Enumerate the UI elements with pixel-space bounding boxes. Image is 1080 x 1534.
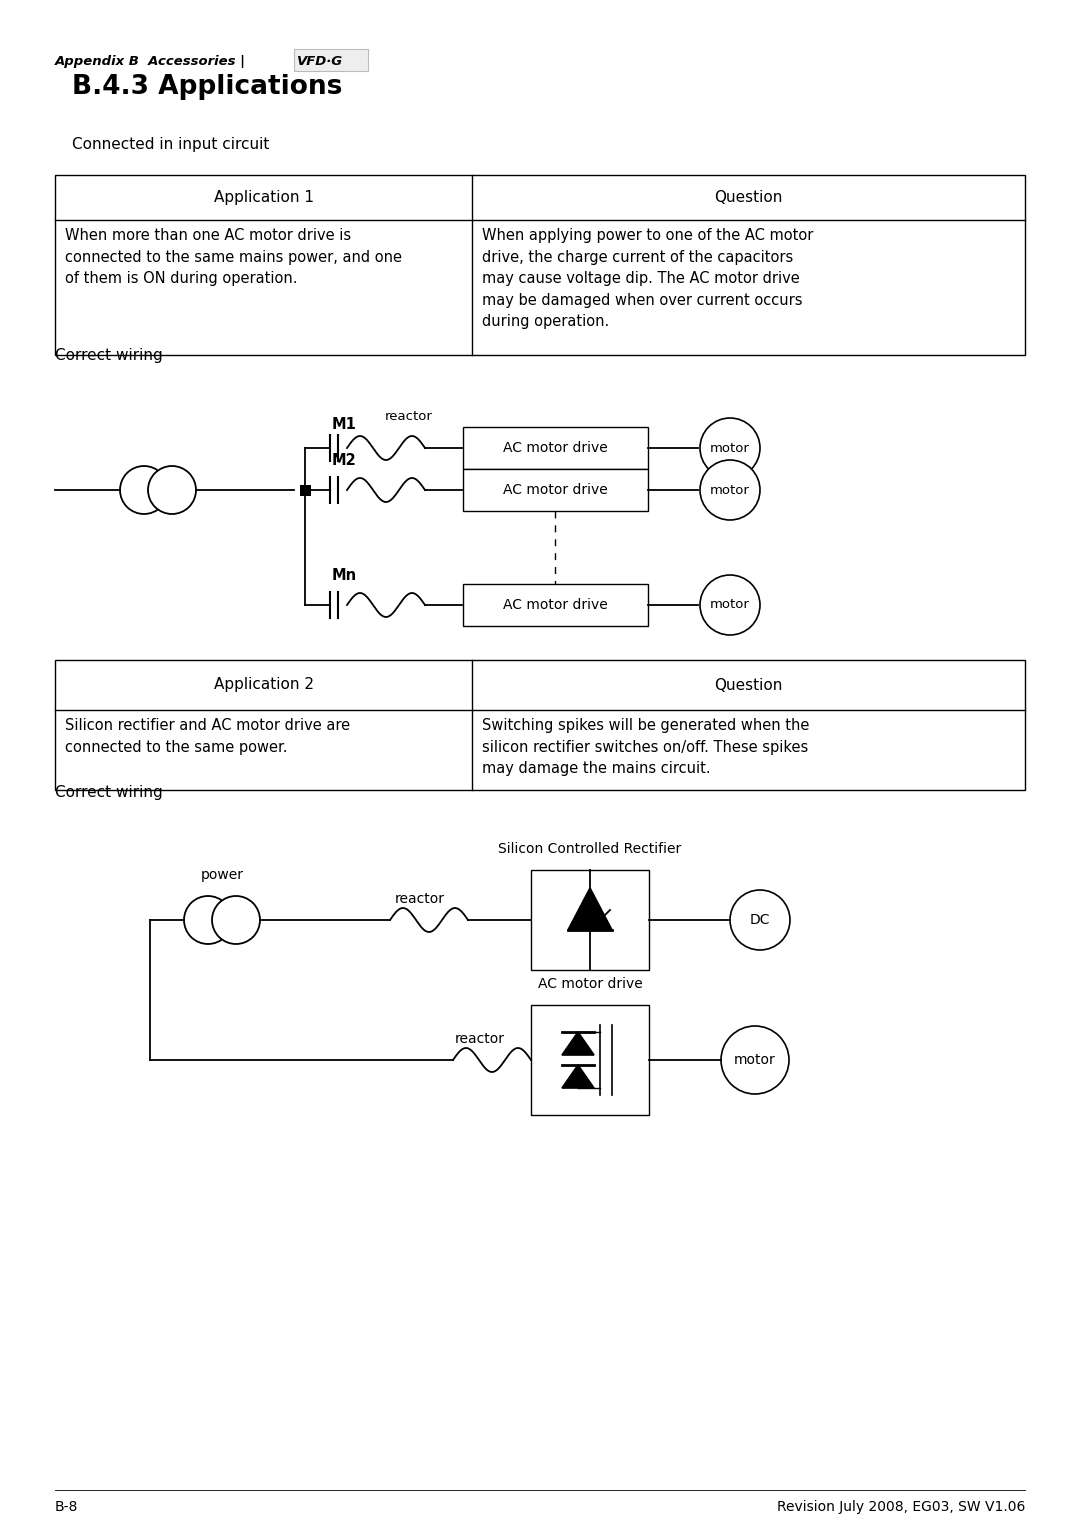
Circle shape — [212, 896, 260, 943]
Bar — [531, 870, 649, 969]
Text: Revision July 2008, EG03, SW V1.06: Revision July 2008, EG03, SW V1.06 — [777, 1500, 1025, 1514]
Text: AC motor drive: AC motor drive — [502, 483, 607, 497]
Bar — [299, 485, 311, 495]
Text: Correct wiring: Correct wiring — [55, 348, 163, 364]
Circle shape — [730, 890, 789, 950]
Text: Correct wiring: Correct wiring — [55, 785, 163, 801]
Circle shape — [184, 896, 232, 943]
Text: reactor: reactor — [455, 1032, 505, 1046]
Circle shape — [700, 460, 760, 520]
Text: Question: Question — [714, 190, 783, 206]
Circle shape — [700, 575, 760, 635]
Text: B-8: B-8 — [55, 1500, 79, 1514]
Text: motor: motor — [710, 483, 750, 497]
Text: reactor: reactor — [395, 891, 445, 907]
Text: AC motor drive: AC motor drive — [502, 440, 607, 456]
Text: AC motor drive: AC motor drive — [502, 598, 607, 612]
Text: When more than one AC motor drive is
connected to the same mains power, and one
: When more than one AC motor drive is con… — [65, 229, 402, 287]
Bar — [531, 1005, 649, 1115]
Text: Application 1: Application 1 — [214, 190, 313, 206]
Text: B.4.3 Applications: B.4.3 Applications — [72, 74, 342, 100]
Text: Appendix B  Accessories |: Appendix B Accessories | — [55, 55, 251, 67]
Bar — [55, 175, 1025, 354]
Text: When applying power to one of the AC motor
drive, the charge current of the capa: When applying power to one of the AC mot… — [482, 229, 813, 330]
Circle shape — [148, 466, 195, 514]
Text: Mn: Mn — [332, 568, 357, 583]
Text: motor: motor — [710, 598, 750, 612]
Text: AC motor drive: AC motor drive — [538, 977, 643, 991]
Text: Silicon rectifier and AC motor drive are
connected to the same power.: Silicon rectifier and AC motor drive are… — [65, 718, 350, 755]
Bar — [462, 469, 648, 511]
Text: DC: DC — [750, 913, 770, 927]
Bar — [462, 426, 648, 469]
Polygon shape — [562, 1032, 594, 1055]
Polygon shape — [568, 888, 612, 930]
Polygon shape — [562, 1065, 594, 1088]
Text: motor: motor — [710, 442, 750, 454]
Text: Connected in input circuit: Connected in input circuit — [72, 137, 269, 152]
Circle shape — [700, 417, 760, 479]
Text: VFD·G: VFD·G — [297, 55, 343, 67]
Circle shape — [120, 466, 168, 514]
Bar — [55, 660, 1025, 790]
Circle shape — [721, 1026, 789, 1094]
FancyBboxPatch shape — [294, 49, 368, 71]
Text: Silicon Controlled Rectifier: Silicon Controlled Rectifier — [498, 842, 681, 856]
Text: power: power — [201, 868, 243, 882]
Text: motor: motor — [734, 1052, 775, 1068]
Text: Switching spikes will be generated when the
silicon rectifier switches on/off. T: Switching spikes will be generated when … — [482, 718, 809, 776]
Text: Application 2: Application 2 — [214, 678, 313, 692]
Text: M1: M1 — [332, 417, 356, 433]
Text: Question: Question — [714, 678, 783, 692]
Bar — [462, 584, 648, 626]
Text: M2: M2 — [332, 453, 356, 468]
Text: reactor: reactor — [384, 410, 433, 423]
